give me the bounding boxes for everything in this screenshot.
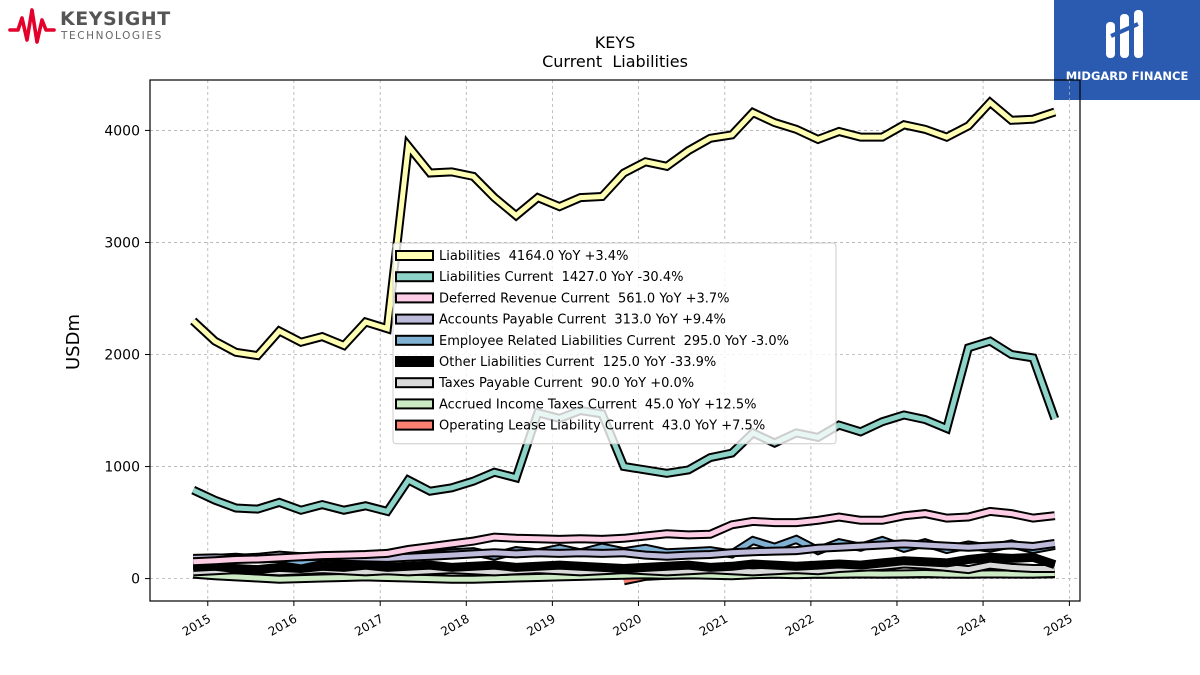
legend-swatch <box>395 292 434 304</box>
legend-swatch <box>395 356 434 367</box>
x-tick-label: 2020 <box>611 611 644 638</box>
keysight-brand-sub: TECHNOLOGIES <box>61 30 163 42</box>
legend-label: Taxes Payable Current 90.0 YoY +0.0% <box>438 376 694 391</box>
legend-item: Operating Lease Liability Current 43.0 Y… <box>395 419 765 434</box>
legend-item: Accrued Income Taxes Current 45.0 YoY +1… <box>395 397 756 412</box>
legend-label: Liabilities 4164.0 YoY +3.4% <box>439 249 628 264</box>
legend-item: Deferred Revenue Current 561.0 YoY +3.7% <box>395 291 730 306</box>
legend-item: Liabilities Current 1427.0 YoY -30.4% <box>395 270 683 285</box>
x-tick-label: 2015 <box>180 611 213 638</box>
midgard-brand-name: MIDGARD FINANCE <box>1065 69 1189 83</box>
plot-frame <box>149 79 1081 602</box>
series-accrued-income-taxes-current <box>192 568 1055 584</box>
series-line <box>193 554 1056 573</box>
series-line <box>193 570 1055 582</box>
x-tick-label: 2018 <box>438 611 471 638</box>
x-tick-label: 2016 <box>266 611 299 638</box>
y-tick-label: 1000 <box>104 460 140 476</box>
series-other-liabilities-current <box>192 552 1057 575</box>
x-tick-label: 2021 <box>697 611 730 638</box>
y-tick-label: 3000 <box>104 235 140 251</box>
legend-swatch <box>395 250 434 261</box>
chart-title: KEYS <box>595 33 636 52</box>
legend-swatch <box>395 313 434 325</box>
y-tick-label: 0 <box>131 572 140 588</box>
legend-item: Other Liabilities Current 125.0 YoY -33.… <box>395 355 716 370</box>
legend-item: Liabilities 4164.0 YoY +3.4% <box>395 249 628 264</box>
midgard-emblem-icon <box>1106 10 1143 58</box>
x-tick-label: 2024 <box>955 611 988 638</box>
chart-subtitle: Current Liabilities <box>542 52 688 71</box>
series-line <box>191 98 1056 359</box>
x-tick-label: 2023 <box>869 611 902 638</box>
legend-swatch <box>395 419 434 431</box>
y-axis-label: USDm <box>63 314 84 370</box>
legend-swatch <box>395 398 434 410</box>
legend-label: Accounts Payable Current 313.0 YoY +9.4% <box>439 313 726 328</box>
x-tick-label: 2022 <box>783 611 816 638</box>
legend-label: Operating Lease Liability Current 43.0 Y… <box>439 419 765 434</box>
x-tick-label: 2017 <box>352 611 385 638</box>
series-line <box>192 338 1058 515</box>
legend-label: Liabilities Current 1427.0 YoY -30.4% <box>439 270 683 285</box>
keysight-wave-icon <box>8 8 56 44</box>
y-tick-label: 2000 <box>104 348 140 364</box>
midgard-finance-logo: MIDGARD FINANCE <box>1054 0 1200 100</box>
x-tick-label: 2025 <box>1041 611 1074 638</box>
series-deferred-revenue-current <box>192 506 1056 567</box>
series-liabilities <box>190 96 1057 361</box>
series-line <box>193 508 1056 565</box>
x-tick-label: 2019 <box>524 611 557 638</box>
keysight-logo: KEYSIGHT TECHNOLOGIES <box>8 6 178 46</box>
legend-label: Accrued Income Taxes Current 45.0 YoY +1… <box>439 397 756 412</box>
legend-item: Accounts Payable Current 313.0 YoY +9.4% <box>395 313 726 328</box>
legend: Liabilities 4164.0 YoY +3.4% Liabilities … <box>392 242 837 445</box>
legend-item: Taxes Payable Current 90.0 YoY +0.0% <box>395 376 694 391</box>
legend-item: Employee Related Liabilities Current 295… <box>395 334 789 349</box>
legend-swatch <box>395 271 434 283</box>
legend-label: Other Liabilities Current 125.0 YoY -33.… <box>439 355 716 370</box>
y-tick-label: 4000 <box>104 123 140 139</box>
legend-swatch <box>395 377 434 389</box>
legend-label: Employee Related Liabilities Current 295… <box>439 334 789 349</box>
series-liabilities-current <box>191 336 1060 517</box>
series-lines <box>190 96 1060 586</box>
keysight-brand-name: KEYSIGHT <box>60 8 171 30</box>
legend-box <box>392 242 837 445</box>
legend-label: Deferred Revenue Current 561.0 YoY +3.7% <box>439 291 730 306</box>
legend-swatch <box>395 334 434 346</box>
